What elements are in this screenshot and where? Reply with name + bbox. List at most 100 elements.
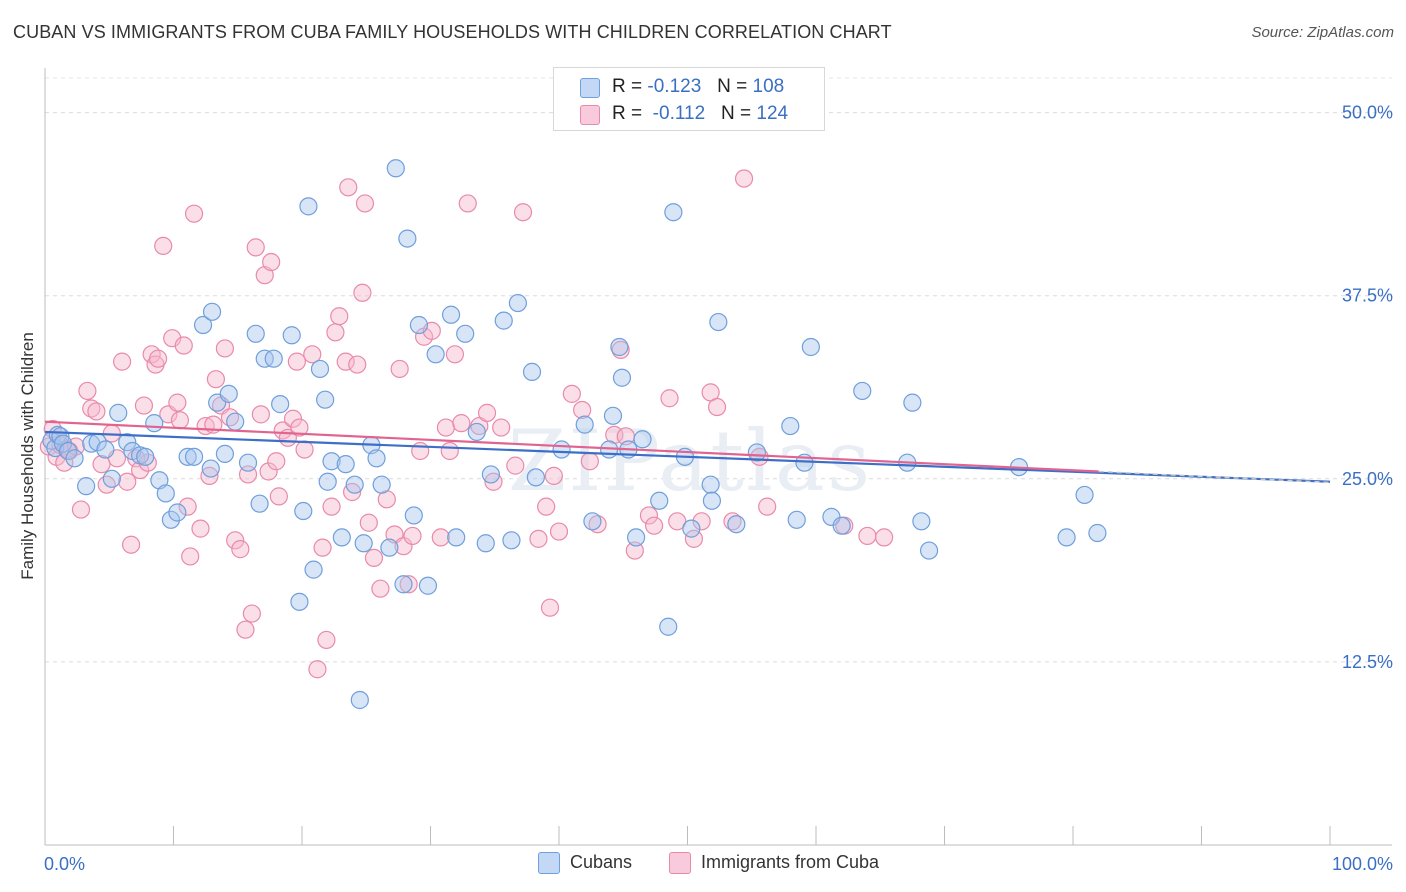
point-immigrants-from-cuba [359,513,378,532]
point-immigrants-from-cuba [313,538,332,557]
point-cubans [583,512,602,531]
point-immigrants-from-cuba [269,487,288,506]
point-cubans [316,390,335,409]
point-cubans [380,538,399,557]
point-cubans [109,403,128,422]
point-immigrants-from-cuba [625,541,644,560]
point-immigrants-from-cuba [184,204,204,223]
point-immigrants-from-cuba [445,345,465,364]
point-immigrants-from-cuba [440,441,459,461]
point-immigrants-from-cuba [181,547,200,566]
r-label: R = [612,76,643,97]
point-cubans [682,519,701,538]
point-immigrants-from-cuba [644,516,664,535]
point-cubans [610,337,629,357]
point-immigrants-from-cuba [317,630,336,650]
point-cubans [633,430,652,449]
point-cubans [65,449,84,468]
point-immigrants-from-cuba [390,359,409,379]
point-cubans [603,406,623,425]
r-value: -0.123 [647,76,702,97]
point-cubans [145,414,164,433]
point-immigrants-from-cuba [336,352,355,371]
point-cubans [1088,523,1107,543]
point-immigrants-from-cuba [87,402,106,421]
point-immigrants-from-cuba [178,497,197,516]
point-cubans [322,452,341,471]
trend-line-cubans [44,430,1331,483]
point-immigrants-from-cuba [562,384,581,403]
point-immigrants-from-cuba [262,252,281,272]
point-immigrants-from-cuba [97,475,116,494]
point-immigrants-from-cuba [588,515,607,534]
tick-labels: 12.5% 25.0% 37.5% 50.0% 0.0% 100.0% [44,103,1393,874]
point-immigrants-from-cuba [436,418,456,437]
legend-swatch-blue [580,78,600,98]
point-immigrants-from-cuba [287,352,306,371]
point-cubans [467,422,486,442]
point-cubans [801,337,820,357]
point-immigrants-from-cuba [148,349,168,368]
legend-swatch-blue [538,852,560,874]
point-cubans [612,368,632,387]
point-cubans [102,469,121,488]
n-value: 108 [752,76,785,97]
legend-swatch-pink [669,852,691,874]
point-immigrants-from-cuba [78,381,97,401]
point-immigrants-from-cuba [484,472,503,491]
point-cubans [290,592,309,611]
point-cubans [193,315,213,335]
point-cubans [332,528,351,547]
point-cubans [404,506,423,525]
x-tick-label: 100.0% [1332,854,1393,874]
point-immigrants-from-cuba [875,528,894,547]
point-immigrants-from-cuba [355,194,375,213]
point-immigrants-from-cuba [734,169,754,188]
point-immigrants-from-cuba [660,389,679,408]
point-immigrants-from-cuba [639,506,659,525]
point-cubans [59,441,78,461]
point-immigrants-from-cuba [267,452,286,471]
point-cubans [77,477,96,496]
legend-swatch-pink [580,105,600,125]
point-immigrants-from-cuba [191,519,210,538]
point-immigrants-from-cuba [364,548,384,568]
point-cubans [336,455,355,474]
point-cubans [299,197,318,216]
point-immigrants-from-cuba [295,440,314,459]
point-cubans [456,324,475,343]
y-tick-label: 50.0% [1342,103,1393,123]
point-cubans [650,491,669,510]
point-immigrants-from-cuba [168,393,187,412]
legend-stats-immigrants: R = -0.112 N = 124 [612,103,788,125]
point-cubans [394,575,413,594]
point-immigrants-from-cuba [452,414,471,433]
point-immigrants-from-cuba [580,452,599,471]
point-cubans [426,345,445,364]
point-cubans [1057,528,1076,547]
point-immigrants-from-cuba [112,352,132,371]
point-cubans [832,516,851,535]
point-immigrants-from-cuba [174,336,193,355]
point-cubans [304,560,323,579]
point-immigrants-from-cuba [308,660,327,679]
point-cubans [659,617,678,636]
point-immigrants-from-cuba [251,405,270,424]
point-cubans [118,433,137,452]
point-cubans [781,416,800,436]
n-value: 124 [756,103,789,124]
point-cubans [409,315,429,335]
point-cubans [168,503,187,522]
point-immigrants-from-cuba [668,512,687,531]
r-value: -0.112 [652,103,706,124]
point-cubans [201,459,220,478]
axes [44,68,1392,846]
point-immigrants-from-cuba [537,497,556,516]
point-cubans [919,541,939,560]
point-cubans [318,472,337,491]
correlation-legend: R = -0.123 N = 108 R = -0.112 N = 124 [553,67,825,131]
point-cubans [372,475,391,494]
y-axis-label: Family Households with Children [18,332,37,580]
point-immigrants-from-cuba [118,472,137,491]
